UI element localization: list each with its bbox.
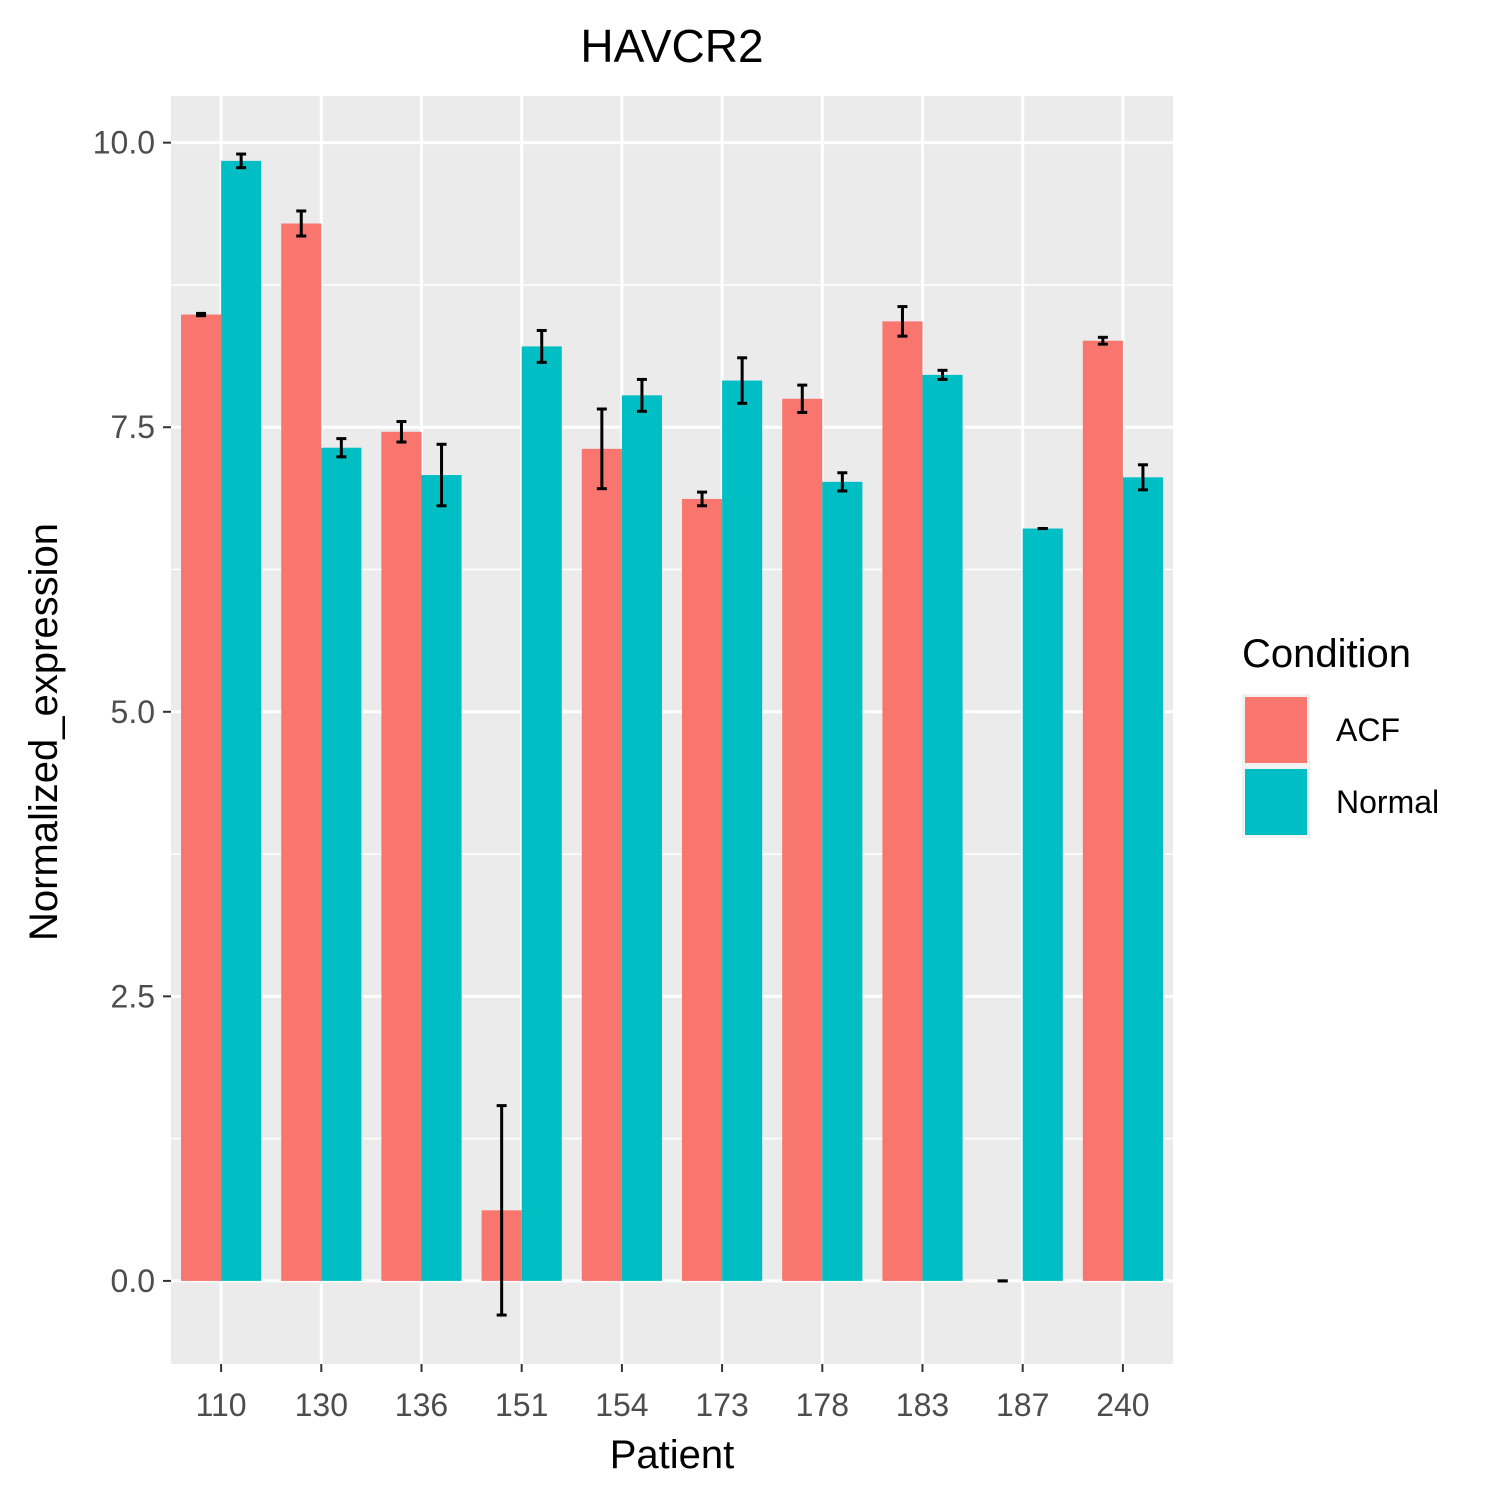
error-bar-normal-183 [937,368,948,381]
error-bar-acf-178 [797,383,808,414]
x-tick-label: 130 [295,1387,348,1423]
bar-acf-136 [381,431,422,1281]
error-bar-normal-173 [737,356,748,405]
bar-normal-173 [722,380,763,1281]
legend-label-normal: Normal [1336,784,1439,820]
error-bar-acf-151 [496,1104,507,1317]
error-bar-acf-136 [396,420,407,444]
x-tick-label: 154 [595,1387,648,1423]
error-bar-acf-154 [596,407,607,491]
bar-acf-173 [682,498,723,1281]
error-bar-acf-173 [697,490,708,508]
error-bar-acf-110 [196,311,207,318]
error-bar-normal-178 [837,471,848,493]
x-tick-label: 178 [796,1387,849,1423]
error-bar-normal-130 [336,437,347,459]
y-axis: 0.0 2.5 5.0 7.5 10.0 [93,125,171,1299]
error-bar-normal-240 [1137,463,1148,492]
y-tick-label: 2.5 [111,978,155,1014]
x-tick-label: 151 [495,1387,548,1423]
chart-title: HAVCR2 [580,20,763,72]
legend-swatch-normal [1245,769,1307,835]
x-axis: 110 130 136 151 154 173 178 183 187 240 [196,1364,1150,1423]
bar-normal-183 [922,374,963,1281]
x-tick-label: 183 [896,1387,949,1423]
x-tick-label: 240 [1096,1387,1149,1423]
bar-normal-110 [221,160,262,1281]
x-tick-label: 187 [996,1387,1049,1423]
bar-acf-240 [1082,340,1123,1281]
error-bar-normal-151 [536,328,547,364]
bars [181,160,1163,1281]
y-tick-label: 5.0 [111,694,155,730]
bar-normal-136 [421,475,462,1281]
x-tick-label: 136 [395,1387,448,1423]
error-bar-acf-240 [1097,335,1108,346]
bar-normal-151 [521,346,562,1281]
bar-acf-183 [882,321,923,1281]
bar-normal-240 [1122,477,1163,1281]
y-tick-label: 0.0 [111,1263,155,1299]
bar-normal-187 [1022,528,1063,1281]
x-axis-title: Patient [610,1433,735,1477]
bar-normal-154 [621,395,662,1281]
x-tick-label: 173 [695,1387,748,1423]
bar-normal-178 [822,481,863,1281]
bar-acf-110 [181,314,222,1281]
legend-label-acf: ACF [1336,712,1400,748]
bar-acf-154 [581,448,622,1281]
legend: Condition ACF Normal [1242,632,1439,838]
error-bar-acf-130 [296,209,307,238]
y-tick-label: 7.5 [111,409,155,445]
y-tick-label: 10.0 [93,125,155,161]
error-bar-acf-183 [897,305,908,338]
error-bars [196,152,1148,1317]
bar-acf-130 [281,223,322,1281]
bar-acf-178 [782,398,823,1281]
legend-title: Condition [1242,632,1411,676]
y-axis-title: Normalized_expression [22,523,66,941]
x-tick-label: 110 [196,1387,247,1423]
error-bar-normal-136 [436,442,447,508]
error-bar-normal-110 [236,152,247,170]
legend-swatch-acf [1245,697,1307,763]
error-bar-normal-154 [636,377,647,413]
bar-normal-130 [321,447,362,1281]
